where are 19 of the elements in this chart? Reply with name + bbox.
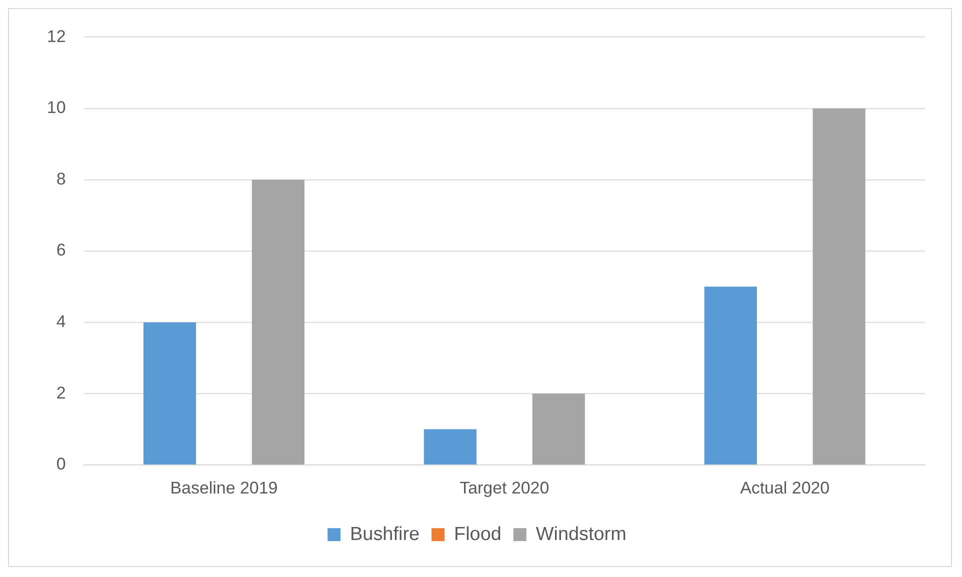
y-tick-label: 8 xyxy=(56,169,66,188)
legend-label: Bushfire xyxy=(350,524,420,545)
y-tick-label: 10 xyxy=(46,98,66,118)
y-tick-label: 0 xyxy=(56,454,66,474)
y-tick-label: 12 xyxy=(46,26,66,46)
x-tick-label: Baseline 2019 xyxy=(170,478,278,498)
x-tick-label: Actual 2020 xyxy=(740,478,830,498)
bar xyxy=(252,180,304,464)
bar xyxy=(532,394,585,464)
y-tick-label: 6 xyxy=(56,240,66,260)
bar xyxy=(143,322,196,464)
legend-label: Windstorm xyxy=(536,524,626,545)
x-tick-label: Target 2020 xyxy=(460,478,550,498)
legend-label: Flood xyxy=(454,524,502,545)
bar xyxy=(704,286,757,464)
bar xyxy=(424,429,476,464)
y-tick-label: 4 xyxy=(56,312,66,332)
y-tick-label: 2 xyxy=(56,383,66,402)
bar xyxy=(812,108,866,464)
